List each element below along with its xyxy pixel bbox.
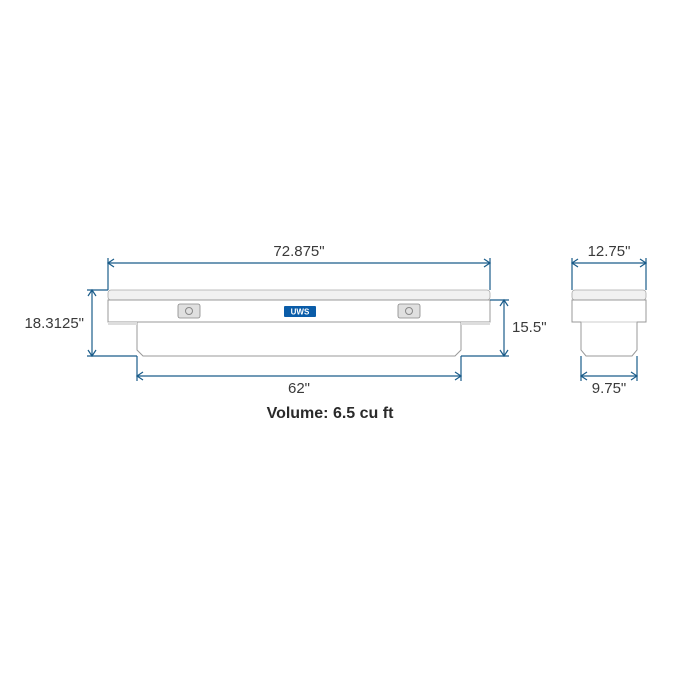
latch-right bbox=[398, 304, 420, 318]
dimension-diagram: UWS 72.875" 62" 18.312 bbox=[0, 0, 700, 700]
front-view: UWS 72.875" 62" 18.312 bbox=[24, 243, 546, 397]
dim-top-label: 72.875" bbox=[273, 243, 324, 260]
logo: UWS bbox=[284, 306, 316, 317]
dim-side-bottom: 9.75" bbox=[581, 356, 637, 397]
dim-side-bottom-label: 9.75" bbox=[592, 380, 627, 397]
dim-side-top: 12.75" bbox=[572, 243, 646, 290]
dim-bottom-label: 62" bbox=[288, 380, 310, 397]
dim-right-label: 15.5" bbox=[512, 319, 547, 336]
dim-bottom: 62" bbox=[137, 356, 461, 397]
svg-text:UWS: UWS bbox=[291, 308, 310, 317]
dim-top: 72.875" bbox=[108, 243, 490, 290]
volume-label: Volume: 6.5 cu ft bbox=[267, 405, 395, 422]
dim-left-label: 18.3125" bbox=[24, 315, 84, 332]
side-view: 12.75" 9.75" bbox=[572, 243, 646, 397]
latch-left bbox=[178, 304, 200, 318]
dim-side-top-label: 12.75" bbox=[588, 243, 631, 260]
